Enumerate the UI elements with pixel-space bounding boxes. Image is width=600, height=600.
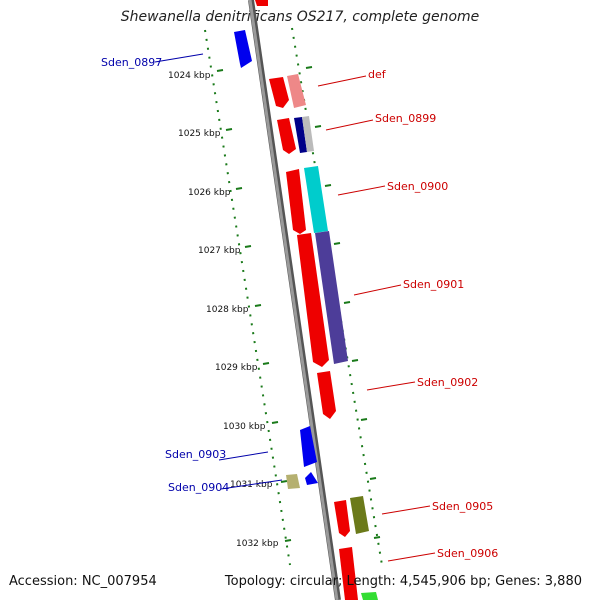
scale-tick-mark-right xyxy=(369,477,377,480)
scale-tick-mark-right xyxy=(343,301,351,304)
scale-tick-label: 1025 kbp xyxy=(178,129,221,139)
gene-sden-0899[interactable] xyxy=(277,118,296,154)
gene-label[interactable]: Sden_0904 xyxy=(168,481,229,494)
gene-label[interactable]: def xyxy=(368,68,387,81)
scale-tick-label: 1032 kbp xyxy=(236,539,279,549)
gene-sden-0901-neighbor[interactable] xyxy=(315,231,348,364)
scale-tick-label: 1027 kbp xyxy=(198,246,241,256)
scale-tick-label: 1030 kbp xyxy=(223,422,266,432)
gene-def[interactable] xyxy=(269,77,289,108)
scale-tick-mark-right xyxy=(351,359,359,362)
scale-tick-mark xyxy=(262,362,270,365)
gene-label[interactable]: Sden_0899 xyxy=(375,112,436,125)
label-leader-line xyxy=(220,479,283,490)
gene-sden-0903[interactable] xyxy=(300,426,317,467)
scale-tick-label: 1026 kbp xyxy=(188,188,231,198)
scale-tick-mark-right xyxy=(360,418,368,421)
label-leader-line xyxy=(353,284,402,296)
gene-label[interactable]: Sden_0903 xyxy=(165,448,226,461)
label-leader-line xyxy=(317,75,367,87)
scale-tick-mark xyxy=(235,187,243,190)
label-leader-line xyxy=(218,451,269,461)
gene-sden-0904-neighbor[interactable] xyxy=(286,474,300,489)
label-leaders xyxy=(154,53,436,562)
gene-label[interactable]: Sden_0900 xyxy=(387,180,448,193)
label-leader-line xyxy=(381,505,431,515)
genome-backbone-highlight xyxy=(248,0,339,600)
gene-sden-0905-neighbor[interactable] xyxy=(350,496,369,534)
gene-bottom-edge[interactable] xyxy=(361,592,378,600)
gene-label[interactable]: Sden_0902 xyxy=(417,376,478,389)
gene-sden-0899-neighbor[interactable] xyxy=(294,117,307,153)
gene-label[interactable]: Sden_0901 xyxy=(403,278,464,291)
genome-summary: Topology: circular; Length: 4,545,906 bp… xyxy=(224,574,582,589)
label-leader-line xyxy=(337,185,386,196)
scale-tick-label: 1028 kbp xyxy=(206,305,249,315)
scale-tick-mark xyxy=(271,421,279,424)
scale-tick-mark-right xyxy=(314,125,322,128)
scale-tick-mark xyxy=(254,304,262,307)
gene-label[interactable]: Sden_0906 xyxy=(437,547,498,560)
scale-tick-mark xyxy=(225,128,233,131)
gene-label[interactable]: Sden_0905 xyxy=(432,500,493,513)
scale-tick-mark-right xyxy=(305,66,313,69)
gene-sden-0905[interactable] xyxy=(334,500,350,537)
track-border-left xyxy=(204,29,291,566)
scale-tick-mark xyxy=(244,245,252,248)
scale-tick-label: 1029 kbp xyxy=(215,363,258,373)
gene-def-neighbor[interactable] xyxy=(287,74,306,108)
gene-sden-0902[interactable] xyxy=(317,371,336,419)
scale-tick-mark-right xyxy=(373,536,381,539)
map-title: Shewanella denitrificans OS217, complete… xyxy=(120,9,480,25)
gene-sden-0897[interactable] xyxy=(234,30,252,68)
gene-sden-0906[interactable] xyxy=(339,547,358,600)
scale-tick-mark xyxy=(284,539,292,542)
scale-tick-label: 1024 kbp xyxy=(168,71,211,81)
gene-sden-0901[interactable] xyxy=(297,233,329,367)
label-leader-line xyxy=(366,381,416,391)
label-leader-line xyxy=(325,119,374,131)
scale-tick-mark xyxy=(280,480,288,483)
gene-sden-0899-neighbor-2[interactable] xyxy=(302,116,314,152)
gene-sden-0900[interactable] xyxy=(286,169,306,234)
scale-tick-mark-right xyxy=(324,184,332,187)
gene-label[interactable]: Sden_0897 xyxy=(101,56,162,69)
scale-tick-mark-right xyxy=(333,242,341,245)
gene-sden-0900-neighbor[interactable] xyxy=(304,166,328,233)
gene-top-edge[interactable] xyxy=(255,0,268,6)
label-leader-line xyxy=(154,53,204,63)
accession-text: Accession: NC_007954 xyxy=(9,574,157,589)
label-leader-line xyxy=(387,552,436,562)
gene-sden-0904[interactable] xyxy=(305,472,318,485)
scale-tick-mark xyxy=(216,69,224,72)
